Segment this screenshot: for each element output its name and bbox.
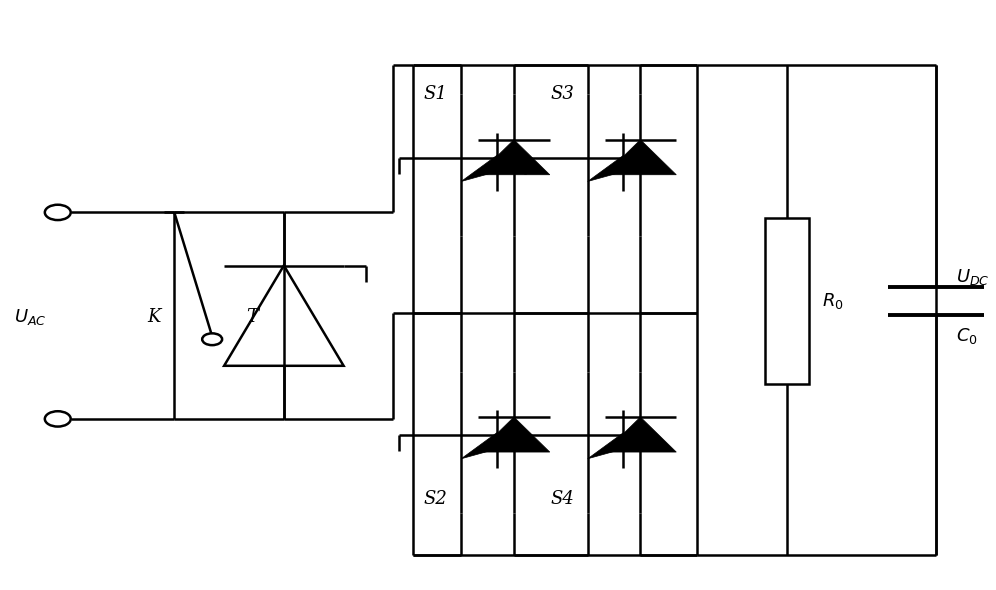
- Text: S4: S4: [551, 490, 575, 507]
- Text: K: K: [147, 308, 161, 326]
- Circle shape: [202, 333, 222, 345]
- Text: $U_{DC}$: $U_{DC}$: [956, 267, 990, 287]
- Polygon shape: [588, 155, 623, 182]
- Polygon shape: [461, 155, 497, 182]
- Bar: [765, 218, 809, 384]
- Text: S2: S2: [423, 490, 447, 507]
- Text: $R_0$: $R_0$: [822, 291, 844, 311]
- Polygon shape: [605, 140, 676, 175]
- Text: $U_{AC}$: $U_{AC}$: [14, 307, 46, 327]
- Circle shape: [45, 205, 71, 220]
- Polygon shape: [461, 432, 497, 459]
- Polygon shape: [605, 417, 676, 452]
- Text: S3: S3: [551, 86, 575, 103]
- Text: $C_0$: $C_0$: [956, 326, 978, 346]
- Circle shape: [45, 411, 71, 427]
- Text: S1: S1: [423, 86, 447, 103]
- Text: T: T: [246, 308, 258, 326]
- Polygon shape: [478, 417, 550, 452]
- Polygon shape: [588, 432, 623, 459]
- Polygon shape: [478, 140, 550, 175]
